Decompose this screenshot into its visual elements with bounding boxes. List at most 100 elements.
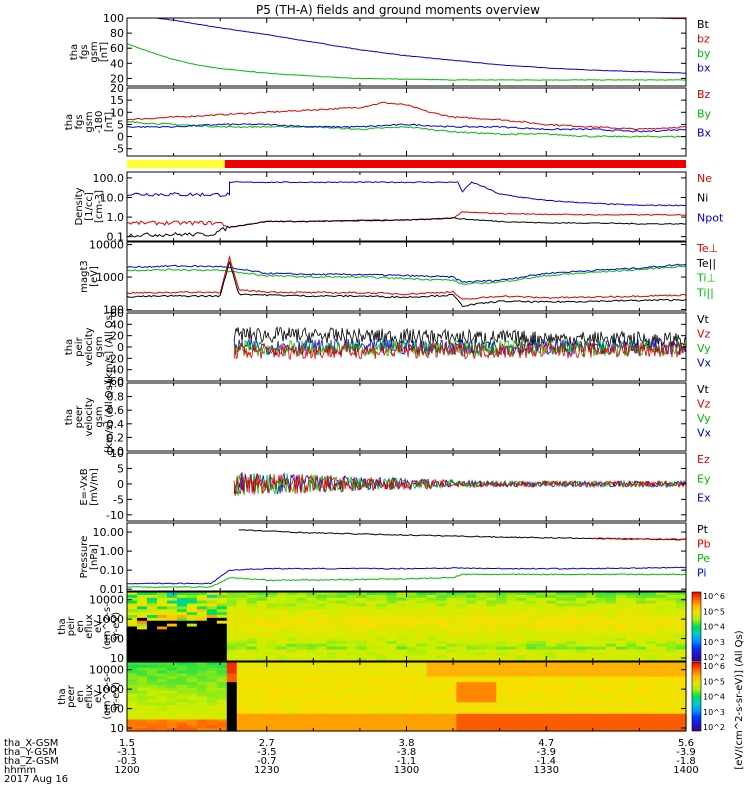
- ytick-label: 1.0: [107, 211, 125, 224]
- ytick-label: 10: [110, 722, 124, 735]
- colorbar-tick: 10^6: [703, 662, 725, 671]
- ytick-label: 100: [103, 703, 124, 716]
- ytick-label: 100.0: [93, 172, 125, 185]
- legend-entry: Ni: [697, 192, 708, 205]
- legend-entry: By: [697, 107, 712, 120]
- legend-entry: Vx: [697, 357, 712, 370]
- ylabel-line: en: [75, 690, 86, 703]
- ytick-label: 10.0: [100, 191, 125, 204]
- ylabel-line: tha: [69, 44, 80, 60]
- spectrogram-peir_spec: [127, 592, 687, 662]
- legend-entry: Bz: [697, 88, 711, 101]
- ylabel-line: eflux: [84, 684, 95, 709]
- ytick-label: 20: [110, 72, 124, 85]
- series-peir_velocity-vx: [233, 338, 686, 356]
- mode-bar-segment: [127, 160, 225, 168]
- xaxis-tick-value: -3.9: [536, 747, 556, 758]
- legend-entry: bz: [697, 33, 710, 46]
- ylabel-line: gsm: [89, 41, 100, 62]
- legend-entry: bx: [697, 62, 711, 75]
- colorbar-tick: 10^5: [703, 677, 725, 686]
- colorbar-tick: 10^4: [703, 693, 725, 702]
- series-temperature-te⊥: [127, 255, 686, 300]
- ytick-label: -5: [113, 493, 124, 506]
- ytick-label: 5: [117, 118, 124, 131]
- xaxis-tick-value: -1.8: [676, 756, 696, 767]
- ylabel-line: tha: [64, 114, 75, 130]
- legend-entry: Pb: [697, 538, 711, 551]
- mode-bar-segment: [224, 160, 686, 168]
- series-density-npot: [127, 181, 686, 207]
- colorbar-tick: 10^3: [703, 708, 725, 717]
- panel-frame: [126, 382, 687, 452]
- legend-entry: Pt: [697, 523, 709, 536]
- ytick-label: 10000: [89, 594, 124, 607]
- series-temperature-te||: [127, 261, 686, 307]
- legend-entry: Ex: [697, 492, 711, 505]
- legend-entry: Ey: [697, 472, 711, 485]
- ytick-label: 1000: [96, 613, 124, 626]
- series-fgs-bt: [151, 18, 686, 74]
- x-axis: tha_X-GSM 1.5 2.7 3.8 4.7 5.6 tha_Y-GSM -3.1 -3.…: [4, 738, 699, 785]
- panel-density: 0.1 1.0 10.0 100.0 Density [1/cc] [cm-3] Ne Ni Np…: [74, 171, 724, 244]
- legend-entry: Te⊥: [696, 242, 718, 255]
- legend-entry: Vz: [697, 398, 711, 411]
- ylabel-line: [1/cc]: [84, 192, 95, 221]
- legend-entry: Ez: [697, 453, 710, 466]
- xaxis-tick-value: 4.7: [538, 738, 554, 749]
- series-fgs-by: [127, 43, 686, 81]
- series-temperature-ti: [127, 263, 686, 283]
- ytick-label: 0.0: [107, 445, 125, 458]
- panel-peir_spec: 10 100 1000 10000 thapeirenefluxeV(cm^2-s-sr…: [57, 591, 687, 665]
- ylabel-line: peer: [74, 405, 85, 429]
- colorbar: 10^210^310^410^510^610^210^310^410^510^6…: [691, 591, 745, 770]
- date-label: 2017 Aug 16: [4, 774, 68, 785]
- ylabel-line: [nT]: [104, 112, 115, 132]
- ytick-label: 0.6: [107, 404, 125, 417]
- ytick-label: 100: [103, 12, 124, 25]
- xaxis-tick-value: -3.8: [397, 747, 417, 758]
- ytick-label: 0.4: [107, 418, 125, 431]
- series-density-ni: [127, 217, 686, 238]
- ytick-label: -60: [106, 375, 124, 388]
- ytick-label: 60: [110, 307, 124, 320]
- ytick-label: 0.2: [107, 431, 125, 444]
- panel-efield: -10 -5 0 5 10 E=-VxB [mV/m] Ez Ey Ex: [79, 447, 711, 522]
- xaxis-tick-value: 1.5: [119, 738, 135, 749]
- colorbar-tick: 10^6: [703, 592, 725, 601]
- ylabel-line: Pressure: [79, 536, 90, 579]
- legend-entry: Pe: [697, 552, 710, 565]
- ytick-label: 0: [117, 131, 124, 144]
- xaxis-tick-value: -3.9: [676, 747, 696, 758]
- ylabel-line: peir: [66, 616, 77, 636]
- ylabel-line: [cm-3]: [94, 190, 105, 223]
- ylabel-line: tha: [64, 409, 75, 425]
- ylabel-line: [eV]: [89, 266, 100, 287]
- legend-entry: Vy: [697, 412, 711, 425]
- ylabel-line: peer: [66, 684, 77, 708]
- panel-frame: [126, 87, 687, 157]
- xaxis-tick-value: -0.7: [257, 756, 277, 767]
- colorbar-strip: [691, 661, 702, 732]
- ylabel-line: E=-VxB: [79, 468, 90, 505]
- panel-temperature: 100 1000 10000 magt3 [eV] Te⊥ Te|| Ti⊥Ti||: [79, 239, 718, 317]
- ytick-label: 40: [110, 57, 124, 70]
- legend-entry: Vy: [697, 342, 711, 355]
- xaxis-tick-value: 5.6: [678, 738, 694, 749]
- legend-entry: Bx: [697, 127, 712, 140]
- ylabel-line: Density: [74, 187, 85, 225]
- ytick-label: 10: [110, 106, 124, 119]
- series-pressure-pe: [127, 573, 686, 589]
- ylabel-line: eV: [93, 620, 104, 633]
- xaxis-tick-value: 1400: [673, 765, 698, 776]
- xaxis-tick-value: -1.1: [397, 756, 417, 767]
- panel-frame: [126, 522, 687, 592]
- series-temperature-ti||: [127, 265, 686, 286]
- ylabel-line: eflux: [84, 614, 95, 639]
- legend-entry: Te||: [696, 257, 716, 270]
- ytick-label: 100: [103, 633, 124, 646]
